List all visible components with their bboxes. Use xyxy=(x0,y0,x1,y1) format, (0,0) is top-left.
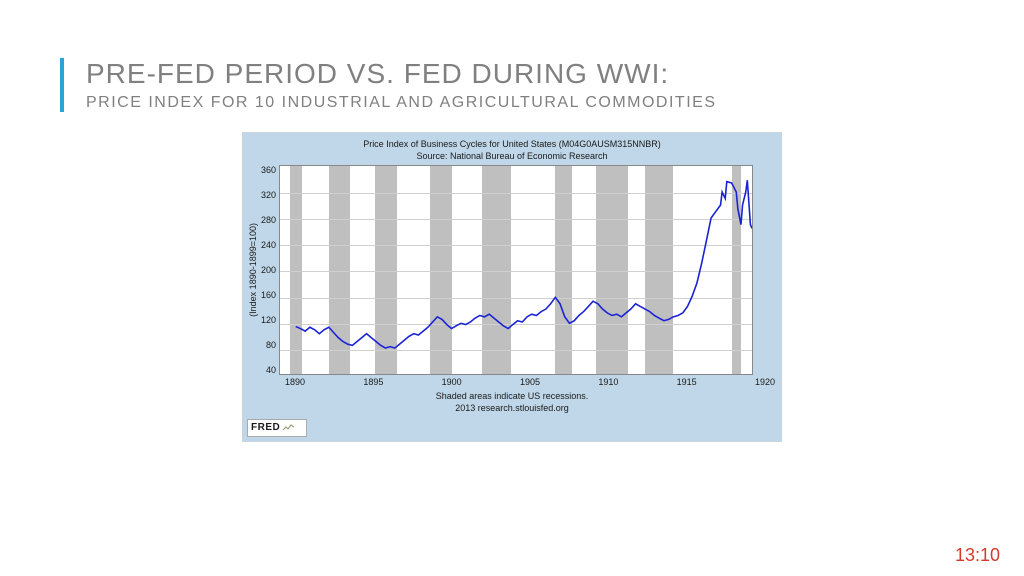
slide-title: PRE-FED PERIOD VS. FED DURING WWI: xyxy=(86,58,964,90)
chart-footer: Shaded areas indicate US recessions. 201… xyxy=(243,387,781,418)
title-block: PRE-FED PERIOD VS. FED DURING WWI: PRICE… xyxy=(60,58,964,112)
badge-row: FRED xyxy=(243,419,781,441)
y-tick-label: 40 xyxy=(261,365,276,375)
y-tick-label: 240 xyxy=(261,240,276,250)
x-tick-label: 1900 xyxy=(442,377,520,387)
x-tick-label: 1895 xyxy=(363,377,441,387)
slide: PRE-FED PERIOD VS. FED DURING WWI: PRICE… xyxy=(0,0,1024,576)
y-tick-label: 120 xyxy=(261,315,276,325)
x-tick-label: 1890 xyxy=(285,377,363,387)
y-tick-label: 160 xyxy=(261,290,276,300)
y-tick-label: 320 xyxy=(261,190,276,200)
y-axis-label: (Index 1890-1899=100) xyxy=(247,223,259,317)
timestamp: 13:10 xyxy=(955,545,1000,566)
x-tick-label: 1915 xyxy=(677,377,755,387)
y-tick-label: 360 xyxy=(261,165,276,175)
y-tick-label: 200 xyxy=(261,265,276,275)
slide-subtitle: PRICE INDEX FOR 10 INDUSTRIAL AND AGRICU… xyxy=(86,94,964,112)
fred-chart-icon xyxy=(282,419,296,437)
x-tick-label: 1905 xyxy=(520,377,598,387)
x-tick-label: 1920 xyxy=(755,377,775,387)
plot-area xyxy=(279,165,753,375)
footer-attrib: 2013 research.stlouisfed.org xyxy=(247,403,777,415)
y-tick-label: 80 xyxy=(261,340,276,350)
chart-card: Price Index of Business Cycles for Unite… xyxy=(242,132,782,442)
x-ticks: 1890189519001905191019151920 xyxy=(243,375,781,387)
line-series xyxy=(280,166,752,374)
y-ticks: 360 320 280 240 200 160 120 80 40 xyxy=(259,165,279,375)
chart-container: Price Index of Business Cycles for Unite… xyxy=(60,132,964,442)
footer-note: Shaded areas indicate US recessions. xyxy=(247,391,777,403)
chart-body: (Index 1890-1899=100) 360 320 280 240 200 160… xyxy=(243,165,781,375)
chart-source: Source: National Bureau of Economic Rese… xyxy=(247,150,777,162)
chart-header: Price Index of Business Cycles for Unite… xyxy=(243,133,781,165)
fred-label-text: FRED xyxy=(251,422,280,433)
x-tick-label: 1910 xyxy=(598,377,676,387)
y-tick-label: 280 xyxy=(261,215,276,225)
fred-badge: FRED xyxy=(247,419,307,437)
chart-title: Price Index of Business Cycles for Unite… xyxy=(247,138,777,150)
